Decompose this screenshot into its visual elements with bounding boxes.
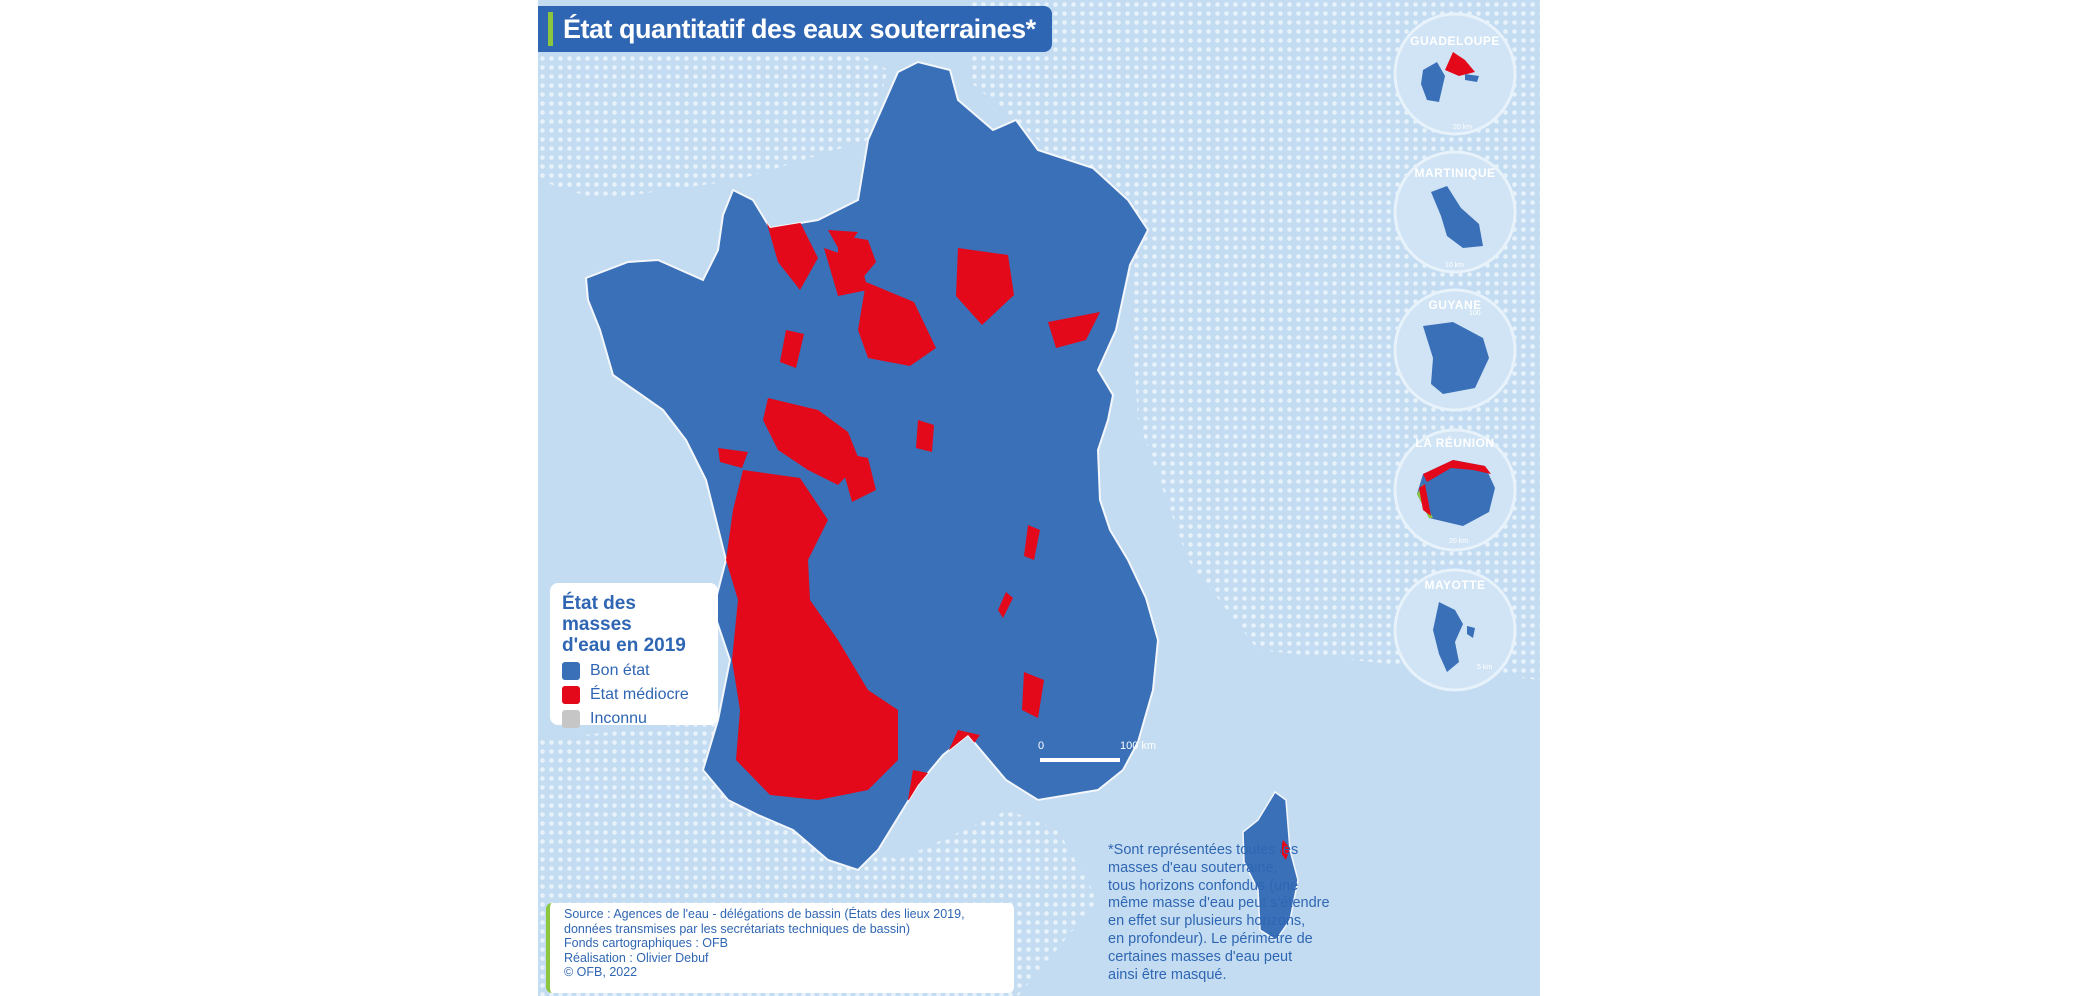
poor-area-maine [780,330,804,368]
inset-guyane: GUYANE 100 [1393,288,1517,412]
legend-title-line2: d'eau en 2019 [562,635,686,656]
inset-martinique-map [1393,150,1517,274]
inset-label-guadeloupe: GUADELOUPE [1410,34,1500,48]
inset-scale-martinique: 10 km [1445,262,1465,269]
poor-area-vendee [718,448,748,468]
source-credits: Source : Agences de l'eau - délégations … [546,903,1014,993]
inset-scale-guyane: 100 [1469,310,1481,317]
france-mainland [584,60,1160,872]
footnote-line: tous horizons confondus (une [1108,877,1299,894]
source-line: données transmises par les secrétariats … [564,921,911,936]
legend-label-good: Bon état [590,662,650,679]
footnote-line: *Sont représentées toutes les [1108,842,1299,858]
poor-area-burgundy [916,420,934,452]
legend-swatch-good [562,662,580,680]
legend-item-unknown: Inconnu [562,710,706,728]
footnote-line: en effet sur plusieurs horizons, [1108,913,1306,930]
legend-label-unknown: Inconnu [590,710,647,727]
poor-area-loire [763,398,860,485]
title-banner: État quantitatif des eaux souterraines* [538,6,1052,52]
poor-area-saone [1024,525,1040,560]
inset-label-la-reunion: LA RÉUNION [1415,436,1495,450]
poor-area-aquitaine [726,470,898,800]
source-line: Réalisation : Olivier Debuf [564,950,709,965]
inset-scale-mayotte: 5 km [1477,664,1493,671]
footnote-line: certaines masses d'eau peut [1108,948,1293,965]
poor-area-ile-de-france [858,282,936,366]
legend-swatch-unknown [562,710,580,728]
poor-area-seine [828,230,858,255]
footnote-line: en profondeur). Le périmètre de [1108,930,1313,947]
inset-la-reunion-map [1393,428,1517,552]
legend-label-poor: État médiocre [590,686,689,703]
footnote-line: même masse d'eau peut s'étendre [1108,895,1330,912]
footnote-line: masses d'eau souterraine, [1108,859,1278,876]
poor-area-rhone [1022,672,1044,718]
inset-label-guyane: GUYANE [1428,298,1482,312]
poor-area-ain [998,592,1013,618]
inset-guadeloupe: GUADELOUPE 20 km [1393,12,1517,136]
poor-status-areas [718,90,1100,850]
inset-scale-la-reunion: 20 km [1449,538,1469,545]
poor-area-alsace [1048,312,1100,348]
legend-swatch-poor [562,686,580,704]
poor-area-eure [824,248,868,296]
inset-la-reunion: LA RÉUNION 20 km [1393,428,1517,552]
legend: État des masses d'eau en 2019 Bon état É… [550,583,718,728]
map-canvas [538,0,1540,996]
inset-label-martinique: MARTINIQUE [1414,166,1496,180]
footnote-line: ainsi être masqué. [1108,966,1227,983]
source-line: Source : Agences de l'eau - délégations … [564,907,965,921]
inset-mayotte: MAYOTTE 5 km [1393,568,1517,692]
poor-area-champagne [956,248,1014,325]
poor-area-corsica [1280,840,1290,860]
map-panel: État quantitatif des eaux souterraines* … [538,0,1540,996]
scale-bar-line [1040,758,1120,762]
inset-scale-guadeloupe: 20 km [1453,124,1473,131]
poor-area-normandy [766,220,818,290]
poor-area-cher [838,452,876,502]
corsica [1242,790,1299,942]
inset-label-mayotte: MAYOTTE [1424,578,1486,592]
inset-guadeloupe-map [1393,12,1517,136]
title-accent-bar [548,12,553,46]
scale-end-label: 100 km [1120,740,1157,752]
map-title: État quantitatif des eaux souterraines* [563,13,1036,44]
footnote: *Sont représentées toutes les masses d'e… [1108,842,1378,984]
scale-start-label: 0 [1038,740,1045,752]
dotted-uk [538,30,888,200]
legend-item-poor: État médiocre [562,686,706,704]
scale-bar: 0 100 km [1038,740,1168,770]
inset-mayotte-map [1393,568,1517,692]
inset-guyane-map [1393,288,1517,412]
legend-item-good: Bon état [562,662,706,680]
legend-title-line1: État des masses [562,593,636,635]
source-line: © OFB, 2022 [564,965,638,979]
source-line: Fonds cartographiques : OFB [564,936,728,950]
inset-martinique: MARTINIQUE 10 km [1393,150,1517,274]
